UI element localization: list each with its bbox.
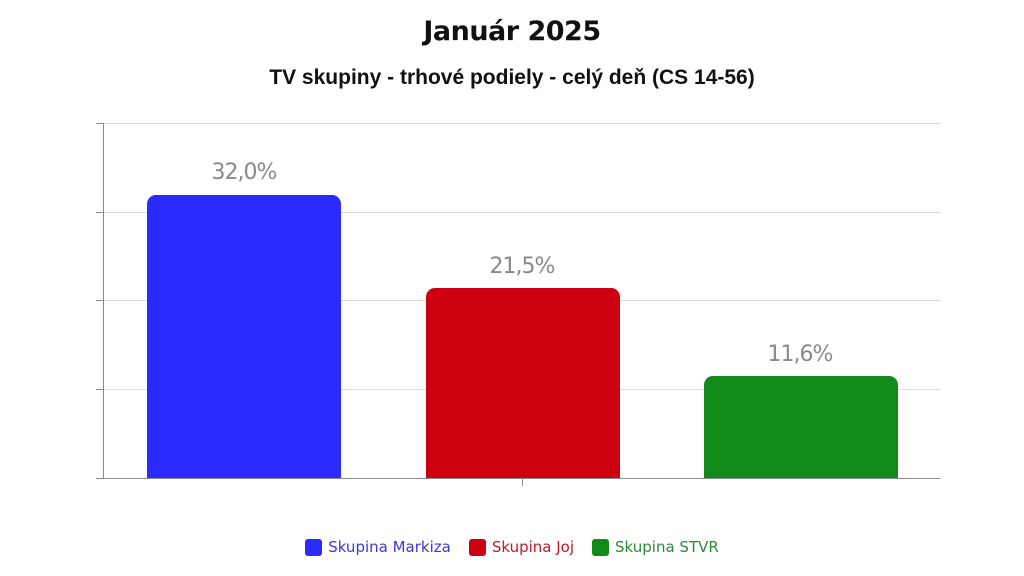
bar-joj <box>426 288 620 478</box>
gridline <box>103 123 940 124</box>
legend: Skupina Markiza Skupina Joj Skupina STVR <box>0 538 1024 556</box>
legend-label: Skupina Markiza <box>328 538 451 556</box>
legend-swatch-icon <box>592 538 610 556</box>
x-tick <box>522 479 523 486</box>
legend-swatch-icon <box>305 538 323 556</box>
y-tick <box>96 300 103 301</box>
legend-swatch-icon <box>468 538 486 556</box>
legend-label: Skupina Joj <box>491 538 575 556</box>
bar-markiza <box>147 195 341 478</box>
chart-subtitle: TV skupiny - trhové podiely - celý deň (… <box>269 66 755 89</box>
y-tick <box>96 389 103 390</box>
chart-title: Január 2025 <box>423 16 601 47</box>
y-axis <box>103 123 104 479</box>
value-label-stvr: 11,6% <box>767 342 834 367</box>
legend-label: Skupina STVR <box>615 538 719 556</box>
x-axis <box>96 478 940 479</box>
legend-item-markiza[interactable]: Skupina Markiza <box>305 538 451 556</box>
bar-stvr <box>704 376 898 478</box>
gridline <box>103 212 940 213</box>
value-label-markiza: 32,0% <box>211 160 278 185</box>
legend-item-joj[interactable]: Skupina Joj <box>468 538 575 556</box>
y-tick <box>96 212 103 213</box>
legend-item-stvr[interactable]: Skupina STVR <box>592 538 719 556</box>
plot-area: 32,0% 21,5% 11,6% <box>96 123 940 486</box>
y-tick <box>96 123 103 124</box>
value-label-joj: 21,5% <box>489 254 556 279</box>
